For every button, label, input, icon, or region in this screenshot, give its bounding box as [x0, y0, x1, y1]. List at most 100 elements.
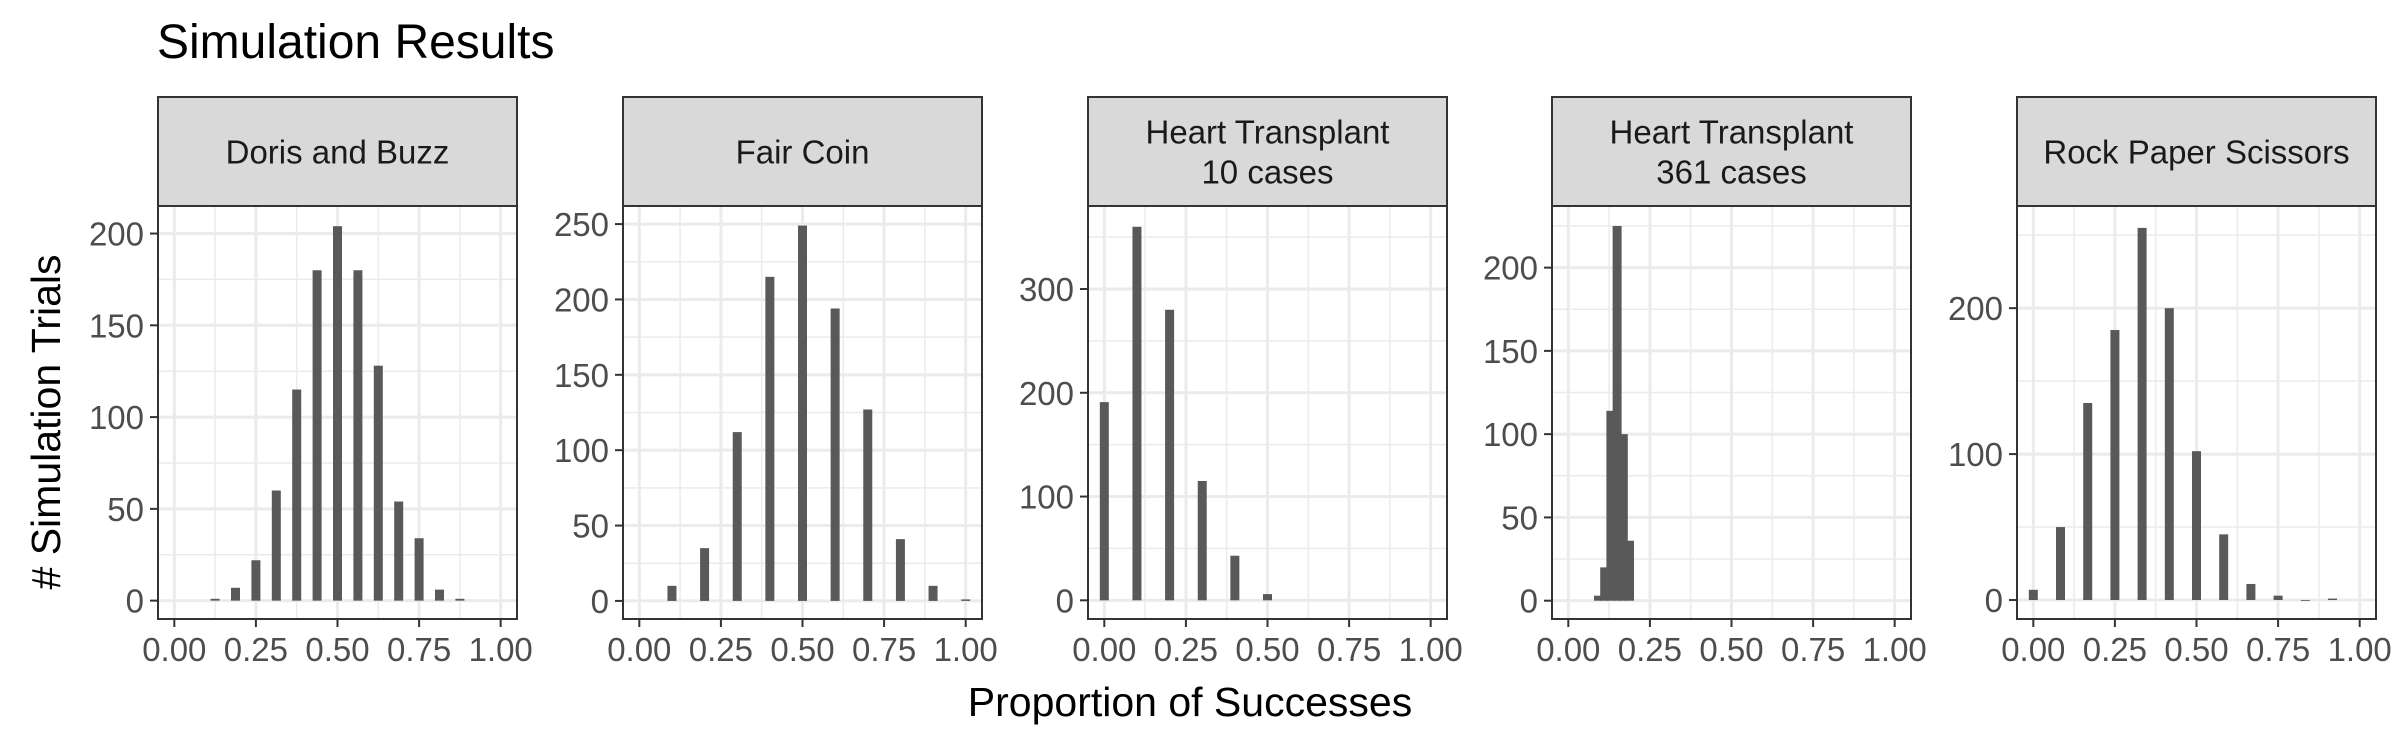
histogram-bar [1594, 595, 1604, 601]
facet-strip-label: Fair Coin [736, 134, 870, 171]
histogram-bar [1197, 480, 1207, 601]
histogram-bar [2137, 227, 2147, 601]
histogram-bar [373, 365, 383, 601]
histogram-bar [210, 598, 220, 601]
histogram-bar [765, 276, 775, 601]
y-tick-label: 300 [1019, 271, 1074, 308]
facet-strip-label: Heart Transplant [1146, 114, 1390, 151]
y-tick-label: 100 [554, 432, 609, 469]
y-tick-label: 250 [554, 206, 609, 243]
x-tick-label: 0.50 [1699, 631, 1763, 668]
histogram-bar [231, 587, 241, 601]
y-tick-label: 50 [107, 491, 144, 528]
histogram-bar [961, 599, 971, 601]
x-tick-label: 0.75 [2246, 631, 2310, 668]
x-tick-label: 0.00 [142, 631, 206, 668]
histogram-bar [394, 501, 404, 601]
y-tick-label: 0 [126, 583, 144, 620]
histogram-bar [1263, 594, 1272, 601]
histogram-bar [895, 539, 905, 601]
histogram-bar [1606, 410, 1616, 601]
histogram-bar [2083, 403, 2093, 601]
histogram-bar [798, 225, 807, 601]
x-tick-label: 0.75 [387, 631, 451, 668]
x-tick-label: 0.25 [1618, 631, 1682, 668]
histogram-bar [830, 308, 840, 601]
x-tick-label: 0.25 [224, 631, 288, 668]
y-tick-label: 100 [1019, 479, 1074, 516]
panels-group: Doris and Buzz 0.00 0.25 0.50 0.75 1.00 0 50 100… [89, 96, 2392, 668]
histogram-bar [333, 226, 342, 601]
x-tick-label: 0.25 [1154, 631, 1218, 668]
facet-strip [157, 96, 518, 207]
facet-strip-label: 361 cases [1656, 154, 1806, 191]
histogram-bar [732, 432, 742, 601]
y-tick-label: 100 [1483, 416, 1538, 453]
chart-title: Simulation Results [157, 16, 555, 69]
histogram-bar [1165, 309, 1175, 601]
histogram-bar [2219, 534, 2229, 601]
histogram-bar [2164, 308, 2174, 601]
x-tick-label: 1.00 [934, 631, 998, 668]
y-tick-label: 0 [1520, 583, 1538, 620]
histogram-bar [1618, 434, 1628, 601]
histogram-bar [1099, 402, 1109, 601]
x-tick-label: 0.50 [1235, 631, 1299, 668]
y-tick-label: 150 [1483, 333, 1538, 370]
histogram-bar [2327, 598, 2337, 601]
y-tick-label: 150 [89, 307, 144, 344]
histogram-bar [292, 389, 302, 601]
histogram-bar [2110, 330, 2120, 601]
x-tick-label: 1.00 [1863, 631, 1927, 668]
panel: Rock Paper Scissors 0.00 0.25 0.50 0.75 1.00 0… [1948, 96, 2392, 668]
panel: Fair Coin 0.00 0.25 0.50 0.75 1.00 0 50 100 150 20… [554, 96, 998, 668]
y-axis-title: # Simulation Trials [23, 255, 69, 590]
x-axis-title: Proportion of Successes [968, 679, 1412, 725]
x-tick-label: 0.50 [770, 631, 834, 668]
facet-strip [1087, 96, 1448, 207]
y-tick-label: 100 [89, 399, 144, 436]
x-tick-label: 1.00 [469, 631, 533, 668]
x-tick-label: 0.00 [1536, 631, 1600, 668]
x-tick-label: 0.25 [2083, 631, 2147, 668]
histogram-bar [928, 585, 938, 601]
histogram-bar [353, 270, 363, 601]
facet-strip-label: Heart Transplant [1610, 114, 1854, 151]
histogram-bar [2056, 527, 2066, 601]
y-tick-label: 0 [591, 583, 609, 620]
histogram-bar [434, 589, 444, 601]
x-tick-label: 0.00 [2001, 631, 2065, 668]
y-tick-label: 150 [554, 357, 609, 394]
histogram-bar [1132, 226, 1142, 601]
x-tick-label: 0.75 [852, 631, 916, 668]
histogram-bar [667, 585, 677, 601]
histogram-bar [1612, 225, 1622, 601]
facet-strip-label: Doris and Buzz [226, 134, 450, 171]
histogram-bar [455, 598, 465, 601]
histogram-bar [251, 560, 261, 601]
histogram-bar [863, 409, 873, 601]
histogram-bar [2192, 451, 2201, 601]
y-tick-label: 200 [89, 216, 144, 253]
histogram-bar [312, 270, 322, 601]
y-tick-label: 200 [554, 281, 609, 318]
y-tick-label: 100 [1948, 436, 2003, 473]
facet-strip [2016, 96, 2377, 207]
facet-strip-label: 10 cases [1201, 154, 1333, 191]
x-tick-label: 1.00 [1399, 631, 1463, 668]
y-tick-label: 50 [572, 508, 609, 545]
histogram-bar [2300, 600, 2310, 601]
y-tick-label: 50 [1501, 499, 1538, 536]
x-tick-label: 0.75 [1781, 631, 1845, 668]
y-tick-label: 200 [1483, 250, 1538, 287]
histogram-bar [2273, 595, 2283, 601]
facet-strip-label: Rock Paper Scissors [2043, 134, 2349, 171]
x-tick-label: 0.25 [689, 631, 753, 668]
x-tick-label: 1.00 [2328, 631, 2392, 668]
histogram-bar [414, 538, 424, 601]
x-tick-label: 0.00 [1072, 631, 1136, 668]
y-tick-label: 0 [1985, 582, 2003, 619]
x-tick-label: 0.00 [607, 631, 671, 668]
